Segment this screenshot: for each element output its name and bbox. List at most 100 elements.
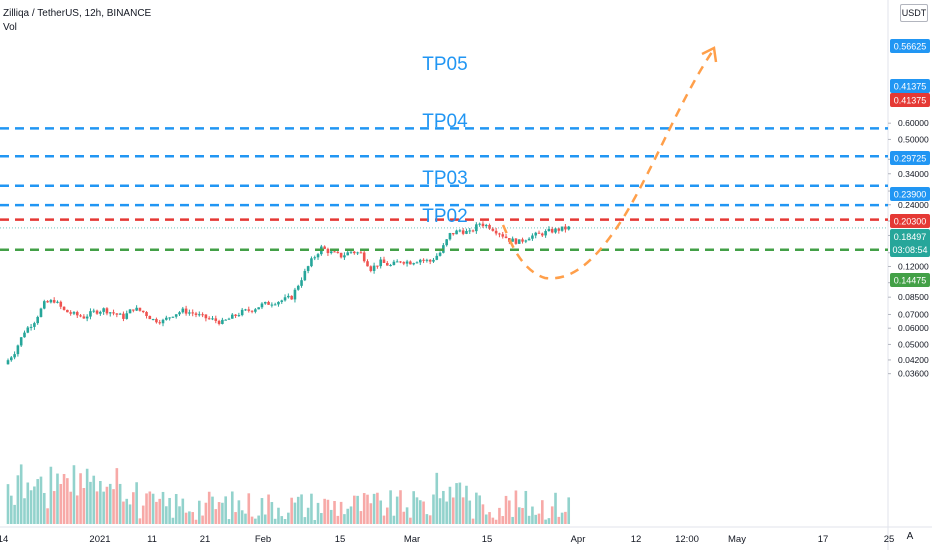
volume-bar [85,468,89,524]
candle-body [132,309,135,311]
volume-bar [343,514,346,524]
volume-bar [445,501,448,524]
volume-bar [323,498,326,524]
volume-bar [99,480,102,524]
volume-bar [465,485,468,524]
candle-body [287,295,290,298]
volume-bar [550,506,554,524]
candle-body [399,261,402,263]
volume-bar [422,501,425,524]
candle-body [240,309,244,316]
volume-bar [13,504,16,524]
candle-body [418,259,422,263]
candle-body [201,314,204,316]
volume-bar [207,491,211,524]
candle-body [547,228,551,232]
time-tick-label: 15 [335,534,346,545]
volume-bar [399,490,402,524]
candle-body [290,295,293,300]
time-tick-label: Mar [404,534,420,545]
candle-body [541,233,544,236]
auto-scale-button[interactable]: A [906,531,914,542]
candle-body [33,323,36,327]
candle-body [125,313,129,319]
volume-bar [531,506,534,524]
volume-bar [376,492,379,524]
volume-bar [267,494,270,524]
candle-body [484,224,488,227]
candle-body [257,307,260,310]
candle-body [99,311,102,314]
candle-body [128,309,132,314]
candle-body [293,289,297,300]
candle-body [504,236,508,239]
volume-bar [432,494,435,524]
candle-body [115,313,119,315]
volume-bar [435,472,439,524]
candle-body [366,261,369,267]
price-tag-tp02-bg [890,187,930,201]
volume-bar [527,515,531,524]
volume-bar [145,493,148,524]
volume-bar [158,498,162,524]
volume-bar [75,495,79,524]
candle-body [105,308,109,314]
volume-bar [557,516,561,524]
candle-body [148,315,152,320]
price-tick-label: 0.60000 [898,118,929,128]
candle-body [323,246,326,249]
candle-body [494,230,498,234]
candle-body [451,233,455,235]
volume-bar [178,506,181,524]
volume-bar [46,508,49,524]
volume-bar [26,482,30,524]
candle-body [39,308,43,317]
candle-body [372,265,376,271]
candle-body [326,248,330,254]
candle-body [478,223,481,225]
candle-body [234,314,237,316]
volume-bar [511,516,514,524]
candle-body [296,285,300,290]
volume-bar [389,490,392,524]
volume-bar [217,502,221,524]
candle-body [385,262,389,266]
price-tick-label: 0.50000 [898,134,929,144]
candle-body [29,326,33,328]
time-tick-label: 12 [631,534,642,545]
currency-unit-button[interactable]: USDT [900,4,928,22]
price-tick-label: 0.04200 [898,355,929,365]
volume-bar [491,517,495,524]
volume-bar [353,495,356,524]
volume-bar [494,519,498,524]
candle-body [102,308,105,312]
price-tag-resistance: 0.20300 [894,217,927,227]
candle-body [85,316,89,319]
volume-bar [52,491,56,524]
candle-body [511,238,514,242]
volume-bar [244,513,247,524]
candle-body [267,301,270,305]
time-tick-label: 25 [884,534,895,545]
volume-bar [290,497,293,524]
volume-bar [214,509,218,524]
volume-bar [257,515,260,524]
volume-bar [9,495,13,524]
volume-bar [442,490,445,524]
volume-bar [168,497,171,524]
volume-bar [514,490,518,524]
volume-bar [468,500,472,524]
volume-bar [237,500,241,524]
candle-body [402,262,406,264]
candle-body [254,309,257,312]
candle-body [425,259,429,261]
candle-body [230,314,234,319]
volume-indicator-label[interactable]: Vol [3,22,17,33]
candle-body [316,254,320,258]
time-tick-label: 2021 [89,534,110,545]
candle-body [465,230,468,234]
candle-body [69,312,72,314]
candle-body [438,252,442,256]
volume-bar [263,514,267,524]
